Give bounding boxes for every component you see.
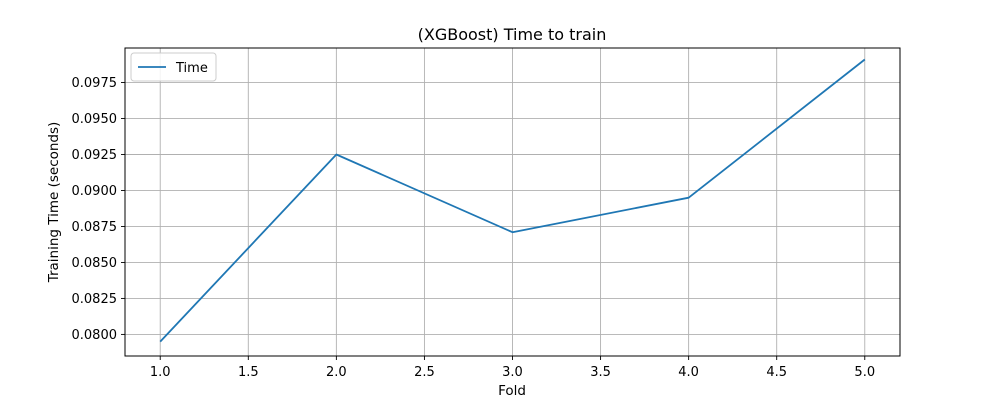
grid	[125, 48, 900, 356]
y-tick-label: 0.0800	[72, 328, 118, 343]
legend-label-time: Time	[175, 61, 208, 76]
y-tick-label: 0.0925	[72, 148, 118, 163]
legend: Time	[131, 53, 216, 81]
x-tick-label: 2.0	[326, 365, 347, 380]
x-tick-label: 3.5	[590, 365, 611, 380]
y-tick-label: 0.0975	[72, 76, 118, 91]
chart-title: (XGBoost) Time to train	[418, 25, 607, 44]
y-tick-label: 0.0850	[72, 256, 118, 271]
y-tick-label: 0.0950	[72, 112, 118, 127]
x-tick-label: 4.0	[678, 365, 699, 380]
y-axis-label: Training Time (seconds)	[46, 122, 62, 284]
y-tick-label: 0.0875	[72, 220, 118, 235]
x-tick-label: 2.5	[414, 365, 435, 380]
y-tick-label: 0.0825	[72, 292, 118, 307]
axes: 1.0 1.5 2.0 2.5 3.0 3.5 4.0 4.5 5.0 0.0800 0.0825 0…	[72, 48, 901, 380]
x-tick-label: 3.0	[502, 365, 523, 380]
x-tick-label: 1.0	[150, 365, 171, 380]
x-tick-label: 5.0	[854, 365, 875, 380]
x-tick-label: 4.5	[766, 365, 787, 380]
x-axis-label: Fold	[498, 383, 526, 399]
x-tick-label: 1.5	[238, 365, 259, 380]
y-tick-label: 0.0900	[72, 184, 118, 199]
